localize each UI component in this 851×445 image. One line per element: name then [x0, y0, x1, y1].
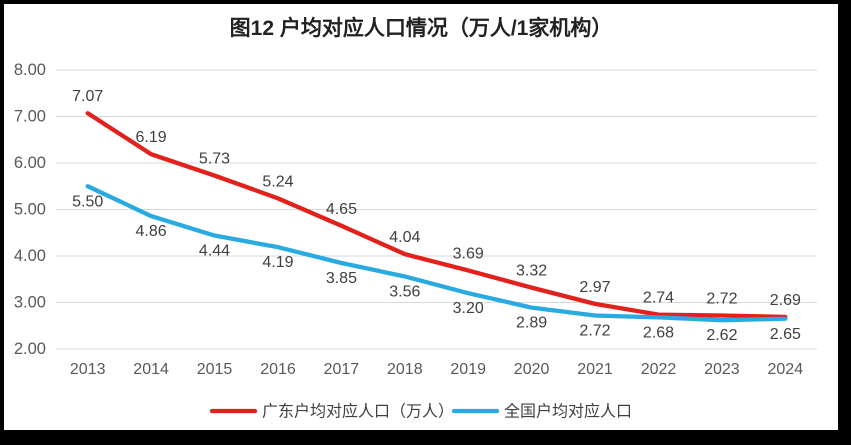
svg-text:2.69: 2.69: [770, 292, 801, 309]
svg-text:5.24: 5.24: [262, 173, 293, 190]
svg-text:4.00: 4.00: [14, 247, 46, 265]
svg-text:广东户均对应人口（万人）: 广东户均对应人口（万人）: [262, 402, 454, 421]
svg-text:2.68: 2.68: [643, 324, 674, 341]
svg-text:2.65: 2.65: [770, 326, 801, 343]
svg-text:2.62: 2.62: [706, 327, 737, 344]
svg-text:2021: 2021: [577, 361, 613, 378]
svg-text:6.19: 6.19: [136, 129, 167, 146]
svg-text:2023: 2023: [704, 361, 740, 378]
svg-text:2.89: 2.89: [516, 315, 547, 332]
svg-text:2015: 2015: [197, 361, 233, 378]
svg-text:2014: 2014: [133, 361, 169, 378]
svg-text:2013: 2013: [70, 361, 106, 378]
svg-text:6.00: 6.00: [14, 154, 46, 172]
svg-text:2024: 2024: [768, 361, 804, 378]
svg-text:3.56: 3.56: [389, 283, 420, 300]
svg-text:2022: 2022: [641, 361, 677, 378]
svg-text:4.19: 4.19: [262, 254, 293, 271]
svg-text:5.00: 5.00: [14, 201, 46, 219]
svg-text:4.86: 4.86: [136, 223, 167, 240]
svg-text:3.20: 3.20: [453, 300, 484, 317]
svg-text:2019: 2019: [450, 361, 486, 378]
svg-text:2.97: 2.97: [579, 279, 610, 296]
svg-text:3.85: 3.85: [326, 270, 357, 287]
svg-text:2016: 2016: [260, 361, 296, 378]
svg-text:3.00: 3.00: [14, 294, 46, 312]
svg-text:2020: 2020: [514, 361, 550, 378]
svg-text:2017: 2017: [324, 361, 360, 378]
svg-text:5.50: 5.50: [72, 193, 103, 210]
svg-text:2018: 2018: [387, 361, 423, 378]
svg-text:4.65: 4.65: [326, 201, 357, 218]
svg-text:7.00: 7.00: [14, 108, 46, 126]
svg-text:3.32: 3.32: [516, 263, 547, 280]
svg-text:4.44: 4.44: [199, 243, 230, 260]
svg-text:8.00: 8.00: [14, 61, 46, 79]
svg-text:2.72: 2.72: [579, 323, 610, 340]
svg-text:5.73: 5.73: [199, 151, 230, 168]
svg-text:2.72: 2.72: [706, 291, 737, 308]
svg-text:全国户均对应人口: 全国户均对应人口: [504, 402, 632, 421]
svg-text:4.04: 4.04: [389, 229, 420, 246]
svg-text:2.00: 2.00: [14, 340, 46, 358]
svg-text:7.07: 7.07: [72, 88, 103, 105]
svg-text:3.69: 3.69: [453, 245, 484, 262]
svg-text:2.74: 2.74: [643, 290, 674, 307]
